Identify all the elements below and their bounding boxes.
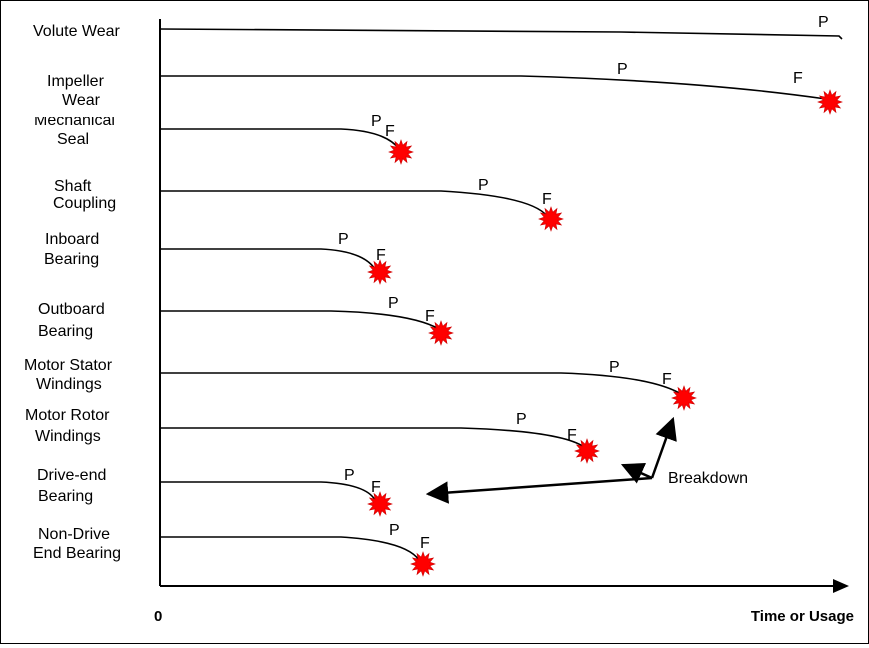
component-impeller-wear: PF xyxy=(160,61,843,115)
failure-star-icon-inboard-bearing xyxy=(367,259,393,285)
component-label-motor-rotor-windings-line1: Motor Rotor xyxy=(25,407,110,424)
breakdown-arrow-drive-end xyxy=(425,476,653,504)
failure-star-icon-motor-stator-windings xyxy=(671,385,697,411)
degradation-curve-drive-end-bearing xyxy=(160,481,376,501)
component-outboard-bearing: PF xyxy=(160,295,454,346)
functional-failure-marker-motor-rotor-windings: F xyxy=(567,427,577,444)
potential-failure-marker-drive-end-bearing: P xyxy=(344,467,355,484)
component-label-shaft-coupling-line2: Coupling xyxy=(53,195,116,212)
potential-failure-marker-volute-wear: P xyxy=(818,14,829,31)
functional-failure-marker-non-drive-end-bearing: F xyxy=(420,535,430,552)
component-non-drive-end-bearing: PF xyxy=(160,522,436,577)
degradation-curve-outboard-bearing xyxy=(160,310,440,330)
degradation-curve-motor-stator-windings xyxy=(160,372,682,395)
degradation-curve-motor-rotor-windings xyxy=(160,427,585,448)
axis-origin-label: 0 xyxy=(154,608,162,625)
component-label-inboard-bearing-line2: Bearing xyxy=(44,251,99,268)
potential-failure-marker-inboard-bearing: P xyxy=(338,231,349,248)
component-label-volute-wear-line1: Volute Wear xyxy=(33,23,121,40)
failure-star-icon-impeller-wear xyxy=(817,89,843,115)
component-shaft-coupling: PF xyxy=(160,177,564,232)
label-clip-mask xyxy=(21,107,156,117)
failure-star-icon-non-drive-end-bearing xyxy=(410,551,436,577)
component-label-drive-end-bearing-line2: Bearing xyxy=(38,488,93,505)
component-label-impeller-wear-line1: Impeller xyxy=(47,73,105,90)
component-label-impeller-wear-line2: Wear xyxy=(62,92,101,109)
functional-failure-marker-impeller-wear: F xyxy=(793,70,803,87)
degradation-curve-shaft-coupling xyxy=(160,190,548,217)
functional-failure-marker-drive-end-bearing: F xyxy=(371,479,381,496)
component-drive-end-bearing: PF xyxy=(160,467,393,517)
degradation-curve-impeller-wear xyxy=(160,75,827,100)
failure-star-icon-mechanical-seal xyxy=(388,139,414,165)
potential-failure-marker-motor-rotor-windings: P xyxy=(516,411,527,428)
component-label-motor-stator-windings-line2: Windings xyxy=(36,376,102,393)
degradation-curve-non-drive-end-bearing xyxy=(160,536,420,561)
failure-star-icon-shaft-coupling xyxy=(538,206,564,232)
component-label-shaft-coupling-line1: Shaft xyxy=(54,178,92,195)
x-axis-arrowhead xyxy=(833,579,849,593)
potential-failure-marker-shaft-coupling: P xyxy=(478,177,489,194)
component-inboard-bearing: PF xyxy=(160,231,393,285)
potential-failure-marker-impeller-wear: P xyxy=(617,61,628,78)
functional-failure-marker-inboard-bearing: F xyxy=(376,247,386,264)
failure-star-icon-drive-end-bearing xyxy=(367,491,393,517)
failure-star-icon-outboard-bearing xyxy=(428,320,454,346)
component-motor-stator-windings: PF xyxy=(160,359,697,411)
degradation-curve-mechanical-seal xyxy=(160,128,400,150)
functional-failure-marker-motor-stator-windings: F xyxy=(662,371,672,388)
component-label-outboard-bearing-line1: Outboard xyxy=(38,301,105,318)
degradation-curve-volute-wear xyxy=(159,28,843,40)
component-label-drive-end-bearing-line1: Drive-end xyxy=(37,467,106,484)
potential-failure-marker-outboard-bearing: P xyxy=(388,295,399,312)
component-volute-wear: P xyxy=(159,14,843,40)
component-mechanical-seal: PF xyxy=(160,113,414,165)
functional-failure-marker-outboard-bearing: F xyxy=(425,308,435,325)
failure-star-icon-motor-rotor-windings xyxy=(574,438,600,464)
component-label-mechanical-seal-line2: Seal xyxy=(57,131,89,148)
potential-failure-marker-mechanical-seal: P xyxy=(371,113,382,130)
x-axis-label: Time or Usage xyxy=(751,608,854,625)
component-label-inboard-bearing-line1: Inboard xyxy=(45,231,99,248)
breakdown-arrow-rotor xyxy=(620,463,653,484)
functional-failure-marker-shaft-coupling: F xyxy=(542,191,552,208)
component-label-motor-rotor-windings-line2: Windings xyxy=(35,428,101,445)
component-label-outboard-bearing-line2: Bearing xyxy=(38,323,93,340)
breakdown-arrow-stator xyxy=(650,416,677,479)
breakdown-annotation-label: Breakdown xyxy=(668,470,748,487)
component-motor-rotor-windings: PF xyxy=(160,411,600,464)
degradation-curve-inboard-bearing xyxy=(160,248,376,270)
potential-failure-marker-motor-stator-windings: P xyxy=(609,359,620,376)
component-label-non-drive-end-bearing-line1: Non-Drive xyxy=(38,526,110,543)
component-label-motor-stator-windings-line1: Motor Stator xyxy=(24,357,113,374)
potential-failure-marker-non-drive-end-bearing: P xyxy=(389,522,400,539)
component-label-non-drive-end-bearing-line2: End Bearing xyxy=(33,545,121,562)
functional-failure-marker-mechanical-seal: F xyxy=(385,123,395,140)
